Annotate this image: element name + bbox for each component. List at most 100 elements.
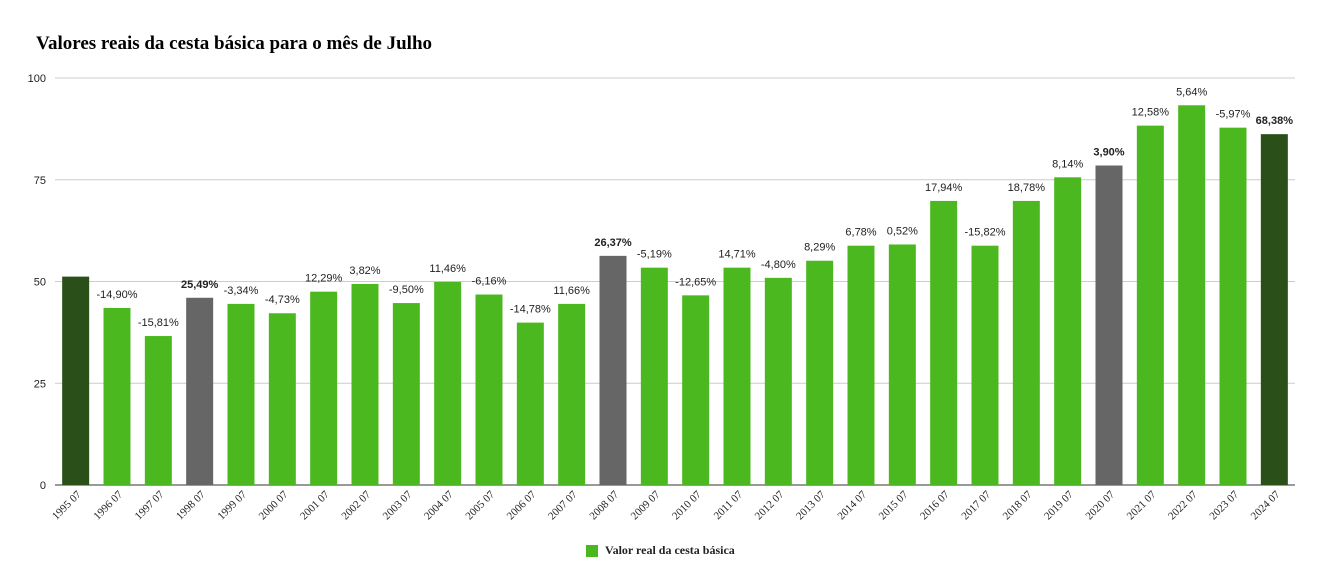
x-tick-label: 2020 07 [1083,488,1117,522]
data-label: 3,90% [1093,147,1124,159]
x-tick-label: 2006 07 [505,488,539,522]
x-tick-label: 2019 07 [1042,488,1076,522]
x-tick-label: 2013 07 [794,488,828,522]
bar [888,244,916,485]
x-tick-label: 1995 07 [50,488,84,522]
bar [640,267,668,485]
data-label: -6,16% [472,276,507,288]
x-tick-label: 2004 07 [422,488,456,522]
data-label: 17,94% [925,182,963,194]
data-label: 6,78% [845,227,876,239]
bar [1012,200,1040,485]
y-axis-ticks: 0 25 50 75 100 [28,73,46,492]
bar [723,267,751,485]
x-tick-label: 1999 07 [215,488,249,522]
data-label: -14,90% [97,289,138,301]
bar [971,245,999,485]
bar [1136,125,1164,485]
bar [1219,127,1247,486]
data-label: 14,71% [718,249,756,261]
bar [227,303,255,485]
data-label: 11,46% [429,263,466,275]
x-tick-label: 2024 07 [1249,488,1283,522]
data-label: 8,29% [804,242,835,254]
data-label: -5,97% [1216,109,1251,121]
data-label: -15,81% [138,317,179,329]
bar [1178,105,1206,486]
data-label: 26,37% [594,237,632,249]
bar-layer [62,105,1288,486]
x-tick-label: 2008 07 [587,488,621,522]
y-tick-label: 75 [34,175,46,187]
data-label: -15,82% [965,227,1006,239]
data-label: -5,19% [637,249,672,261]
data-label: -12,65% [675,276,716,288]
data-label: 11,66% [553,285,590,297]
x-tick-label: 2000 07 [257,488,291,522]
data-label: -4,80% [761,259,796,271]
legend-swatch [586,544,598,557]
bar [103,307,131,485]
bar [144,336,172,485]
x-axis-ticks: 1995 07 1996 07 1997 07 1998 07 1999 07 2000 … [50,488,1283,522]
bar [806,260,834,485]
y-tick-label: 100 [28,73,46,85]
x-tick-label: 2023 07 [1207,488,1241,522]
data-labels: -14,90% -15,81% 25,49% -3,34% -4,73% 12,29% 3,… [97,86,1294,329]
bar [558,303,586,485]
x-tick-label: 2007 07 [546,488,580,522]
bar [475,294,503,485]
data-label: -3,34% [224,285,259,297]
data-label: 12,29% [305,273,343,285]
data-label: -14,78% [510,304,551,316]
data-label: 5,64% [1176,86,1207,98]
bar [764,277,792,485]
data-label: -9,50% [389,284,424,296]
bar [268,313,296,485]
grid-layer [55,77,1295,486]
data-label: 18,78% [1008,182,1046,194]
bar [516,322,544,485]
x-tick-label: 2010 07 [670,488,704,522]
y-tick-label: 25 [34,378,46,390]
x-tick-label: 2001 07 [298,488,332,522]
x-tick-label: 1996 07 [91,488,125,522]
x-tick-label: 2005 07 [463,488,497,522]
bar [599,255,627,485]
bar [186,297,214,485]
x-tick-label: 2009 07 [629,488,663,522]
y-tick-label: 0 [40,480,46,492]
data-label: 12,58% [1132,107,1170,119]
x-tick-label: 2021 07 [1125,488,1159,522]
x-tick-label: 2022 07 [1166,488,1200,522]
x-tick-label: 2018 07 [1001,488,1035,522]
bar [351,283,379,485]
bar [1260,134,1288,485]
x-tick-label: 2017 07 [959,488,993,522]
legend-label: Valor real da cesta básica [605,543,735,557]
x-tick-label: 2011 07 [712,488,746,522]
x-tick-label: 1998 07 [174,488,208,522]
bar [682,295,710,485]
bar [62,276,90,485]
bar [847,245,875,485]
bar [310,291,338,485]
data-label: 25,49% [181,279,219,291]
data-label: 8,14% [1052,158,1083,170]
x-tick-label: 2015 07 [877,488,911,522]
x-tick-label: 2012 07 [753,488,787,522]
bar [930,200,958,485]
data-label: 3,82% [349,265,380,277]
data-label: 68,38% [1256,115,1294,127]
x-tick-label: 1997 07 [133,488,167,522]
data-label: -4,73% [265,294,300,306]
bar [392,303,420,485]
bar [434,281,462,485]
legend: Valor real da cesta básica [586,543,735,558]
chart-title: Valores reais da cesta básica para o mês… [36,33,433,54]
bar [1054,177,1082,486]
x-tick-label: 2002 07 [339,488,373,522]
data-label: 0,52% [887,225,918,237]
y-tick-label: 50 [34,277,46,289]
